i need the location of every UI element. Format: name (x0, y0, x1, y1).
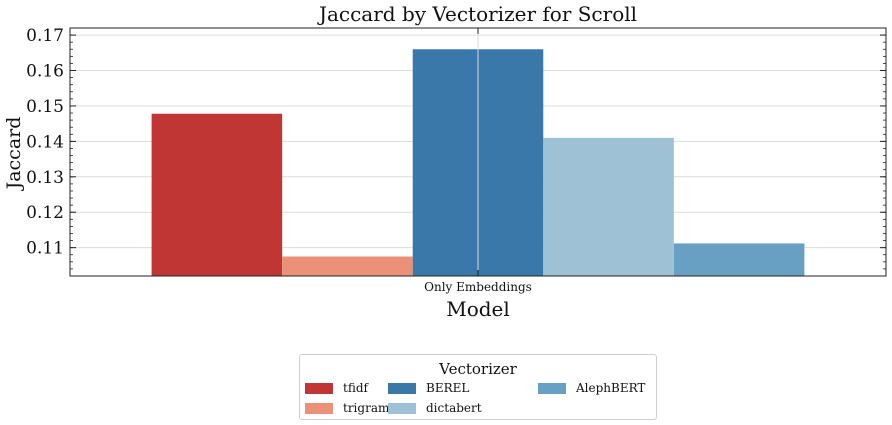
axis-ticks (70, 27, 886, 277)
legend-label: trigram (343, 401, 390, 415)
legend-entry-alephbert: AlephBERT (538, 381, 645, 395)
bar-alephbert (673, 243, 805, 276)
x-axis-label: Model (446, 297, 510, 321)
legend-label: dictabert (426, 401, 482, 415)
y-axis-label: Jaccard (3, 117, 25, 192)
legend-swatch (305, 402, 333, 414)
y-tick-label: 0.14 (26, 132, 64, 152)
y-tick-label: 0.16 (26, 62, 64, 82)
chart-title: Jaccard by Vectorizer for Scroll (317, 2, 637, 26)
legend-swatch (388, 402, 416, 414)
y-tick-label: 0.13 (26, 168, 64, 188)
legend-entry-dictabert: dictabert (388, 401, 482, 415)
x-tick-label: Only Embeddings (424, 280, 532, 294)
bar-tfidf (151, 113, 283, 276)
y-tick-label: 0.15 (26, 97, 64, 117)
y-tick-label: 0.12 (26, 203, 64, 223)
legend: Vectorizer tfidf trigram BEREL dictabert Ale… (299, 354, 657, 420)
legend-entry-tfidf: tfidf (305, 381, 368, 395)
legend-swatch (538, 382, 566, 394)
y-tick-label: 0.11 (26, 239, 64, 259)
legend-title: Vectorizer (439, 360, 517, 378)
bar-dictabert (543, 137, 674, 276)
y-tick-label: 0.17 (26, 26, 64, 46)
legend-swatch (305, 382, 333, 394)
legend-entry-trigram: trigram (305, 401, 389, 415)
y-tick-labels: 0.11 0.12 0.13 0.14 0.15 0.16 0.17 (26, 26, 64, 259)
bar-trigram (282, 256, 413, 276)
legend-swatch (388, 382, 416, 394)
legend-label: AlephBERT (576, 381, 646, 395)
legend-entry-berel: BEREL (388, 381, 469, 395)
legend-label: BEREL (426, 381, 470, 395)
legend-label: tfidf (343, 381, 368, 395)
